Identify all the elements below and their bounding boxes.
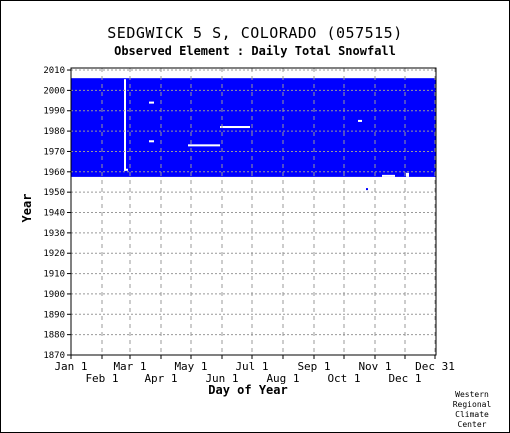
x-tick-label: Oct 1 (327, 372, 360, 385)
y-tick-label: 2010 (43, 66, 65, 76)
y-tick-label: 1870 (43, 351, 65, 361)
x-tick-label: Dec 1 (388, 372, 421, 385)
y-tick-label: 1970 (43, 147, 65, 157)
x-tick-label: Nov 1 (358, 360, 391, 373)
data-gap (220, 126, 250, 129)
x-tick-label: Jun 1 (205, 372, 238, 385)
data-gap (124, 79, 126, 171)
data-point (76, 94, 78, 97)
chart-title: SEDGWICK 5 S, COLORADO (057515) (107, 24, 403, 42)
y-axis-label: Year (20, 194, 34, 223)
data-gap (149, 101, 154, 104)
y-tick-label: 1950 (43, 188, 65, 198)
credit-block: Western Regional Climate Center (452, 390, 492, 430)
data-gap (406, 172, 409, 177)
x-tick-label: Aug 1 (266, 372, 299, 385)
x-tick-label: May 1 (174, 360, 207, 373)
chart-subtitle: Observed Element : Daily Total Snowfall (114, 44, 396, 58)
y-tick-label: 1900 (43, 290, 65, 300)
credit-line: Center (457, 420, 487, 429)
y-tick-label: 1940 (43, 209, 65, 219)
y-tick-label: 1930 (43, 229, 65, 239)
x-tick-label: Feb 1 (85, 372, 118, 385)
coverage-layer (71, 78, 436, 191)
y-tick-label: 1920 (43, 249, 65, 259)
credit-line: Climate (455, 410, 489, 419)
data-point (102, 98, 104, 101)
credit-line: Regional (452, 400, 492, 409)
x-axis-label: Day of Year (208, 383, 287, 397)
data-point (366, 188, 368, 191)
y-tick-label: 1910 (43, 270, 65, 280)
x-tick-label: Jan 1 (54, 360, 87, 373)
data-gap (149, 140, 154, 143)
y-tick-label: 2000 (43, 86, 65, 96)
y-tick-label: 1980 (43, 127, 65, 137)
data-gap (358, 119, 362, 122)
x-tick-label: Mar 1 (113, 360, 146, 373)
y-tick-label: 1960 (43, 168, 65, 178)
x-tick-label: Jul 1 (235, 360, 268, 373)
credit-line: Western (455, 390, 489, 399)
y-tick-label: 1990 (43, 107, 65, 117)
x-tick-label: Dec 31 (415, 360, 455, 373)
x-tick-label: Sep 1 (297, 360, 330, 373)
data-gap (188, 144, 220, 147)
data-gap (382, 174, 395, 177)
y-tick-label: 1880 (43, 331, 65, 341)
data-point (409, 104, 411, 107)
x-tick-label: Apr 1 (144, 372, 177, 385)
axes-layer: 1870 1880 1890 1900 1910 1920 1930 1940 1950 1960… (43, 66, 455, 385)
grid-layer (70, 68, 436, 356)
y-tick-label: 1890 (43, 310, 65, 320)
plot-border (70, 67, 437, 356)
